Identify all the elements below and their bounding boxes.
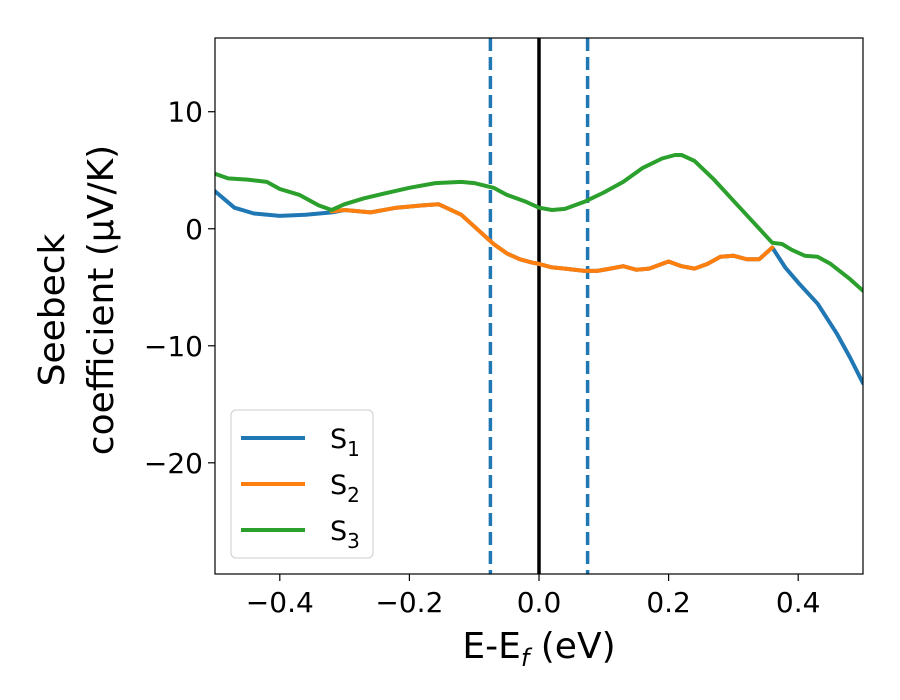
legend-label-s1: S1 xyxy=(330,424,360,461)
series-line-s2 xyxy=(329,202,775,273)
x-tick-label: −0.2 xyxy=(375,586,443,619)
legend-label-s3: S3 xyxy=(330,516,360,553)
y-axis-title-line2: coefficient (μV/K) xyxy=(81,145,122,455)
legend: S1 S2 S3 xyxy=(230,409,374,559)
legend-label-s2: S2 xyxy=(330,470,360,507)
x-tick-label: 0.2 xyxy=(646,586,691,619)
y-axis: 10 0 −10 −20 xyxy=(144,96,215,480)
y-tick-label: 10 xyxy=(167,96,203,129)
x-tick-label: −0.4 xyxy=(246,586,314,619)
y-tick-label: 0 xyxy=(185,213,203,246)
x-axis: −0.4 −0.2 0.0 0.2 0.4 xyxy=(246,574,821,619)
x-tick-label: 0.4 xyxy=(776,586,821,619)
y-tick-label: −10 xyxy=(144,330,203,363)
reference-lines xyxy=(488,38,590,574)
x-tick-label: 0.0 xyxy=(517,586,562,619)
series-line-s3 xyxy=(215,153,863,293)
x-axis-title: E-Ef (eV) xyxy=(462,626,615,672)
series-layer xyxy=(215,153,863,386)
y-axis-title-line1: Seebeck xyxy=(32,233,73,386)
y-tick-label: −20 xyxy=(144,447,203,480)
